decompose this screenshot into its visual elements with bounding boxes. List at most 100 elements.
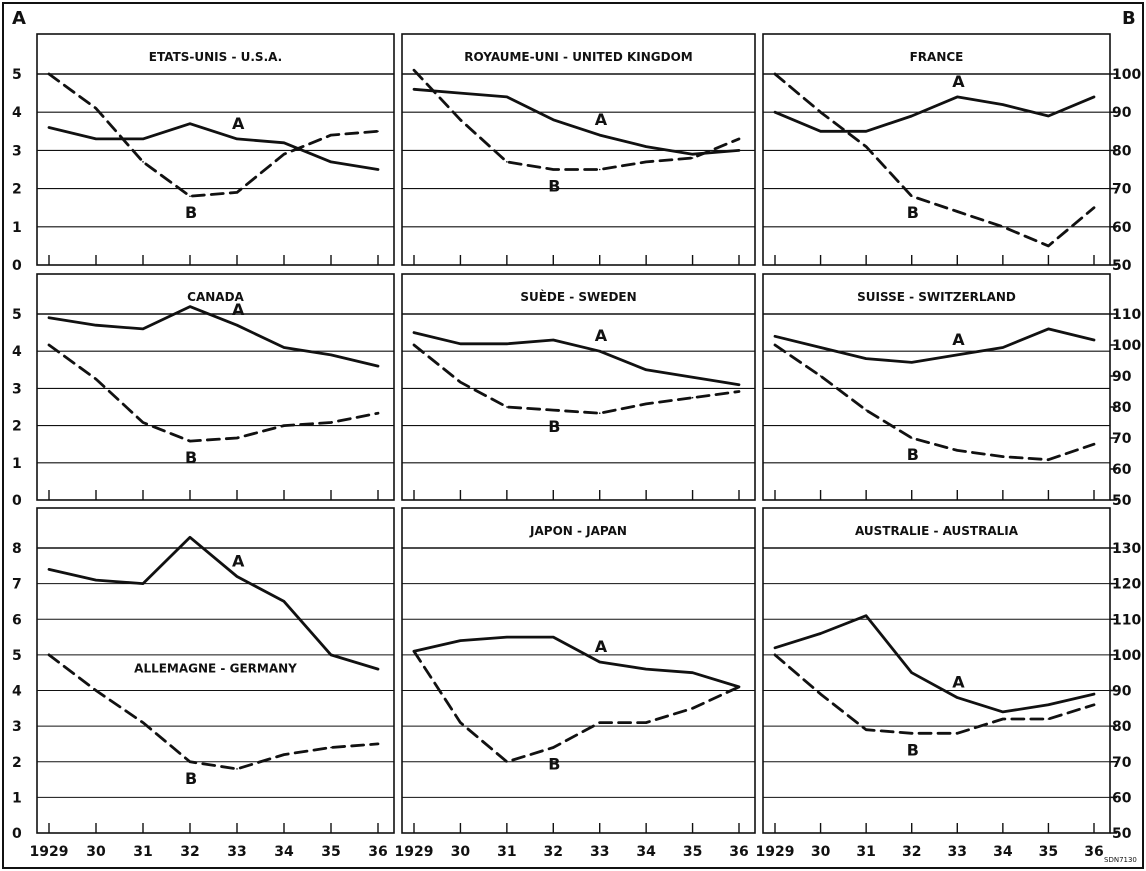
x-tick-label: 1929	[756, 844, 795, 860]
data-point	[506, 342, 508, 345]
data-point	[506, 96, 508, 98]
series-line-b	[47, 653, 380, 771]
right-tick-label: 50	[1112, 493, 1132, 509]
panel-title: SUÈDE - SWEDEN	[520, 289, 636, 304]
data-point	[506, 161, 508, 163]
document-code: SDN7130	[1104, 856, 1137, 864]
series-label: B	[907, 203, 919, 222]
chart-panel: FRANCE A B	[762, 33, 1111, 266]
x-tick-label: 35	[683, 844, 702, 860]
panel-title: CANADA	[187, 290, 244, 304]
left-tick-label: 2	[12, 755, 22, 771]
x-tick-label: 33	[590, 844, 609, 860]
right-tick-label: 70	[1112, 755, 1132, 771]
panel-title: ROYAUME-UNI - UNITED KINGDOM	[464, 50, 692, 64]
series-label: B	[907, 445, 919, 464]
right-tick-label: 110	[1112, 612, 1141, 628]
data-point	[48, 654, 50, 656]
data-point	[1047, 718, 1050, 720]
data-point	[910, 437, 913, 439]
data-point	[377, 668, 379, 670]
x-tick-label: 35	[1039, 844, 1058, 860]
data-point	[956, 696, 959, 699]
data-point	[48, 126, 50, 129]
series-line-a	[47, 122, 380, 171]
series-line-a	[773, 95, 1096, 133]
left-tick-label: 0	[12, 826, 22, 842]
panel-frame	[36, 33, 395, 266]
left-tick-label: 2	[12, 182, 22, 198]
series-line-b	[412, 68, 741, 171]
data-point	[1047, 245, 1050, 247]
x-tick-label: 32	[544, 844, 563, 860]
data-point	[645, 668, 647, 670]
series-label: B	[185, 448, 197, 467]
data-point	[691, 671, 694, 674]
data-point	[865, 728, 867, 731]
data-point	[330, 421, 332, 424]
chart-panel: AUSTRALIE - AUSTRALIA A B	[762, 507, 1111, 834]
data-point	[552, 339, 555, 341]
left-tick-label: 0	[12, 258, 22, 274]
data-point	[1002, 711, 1004, 713]
data-point	[377, 412, 379, 415]
data-point	[236, 138, 238, 140]
right-tick-label: 100	[1112, 67, 1141, 83]
data-point	[819, 693, 822, 695]
data-point	[910, 671, 913, 674]
panel-title: ETATS-UNIS - U.S.A.	[149, 50, 282, 64]
data-point	[819, 346, 822, 349]
data-point	[865, 130, 867, 133]
left-tick-label: 1	[12, 456, 22, 472]
left-tick-label: 6	[12, 612, 22, 628]
series-line-b	[47, 343, 380, 443]
data-point	[956, 449, 959, 452]
data-point	[1093, 339, 1095, 341]
data-point	[691, 157, 694, 159]
data-point	[598, 412, 601, 415]
series-line-a	[47, 305, 380, 368]
panel-title: SUISSE - SWITZERLAND	[857, 290, 1016, 304]
right-tick-label: 70	[1112, 431, 1132, 447]
data-point	[1047, 703, 1050, 706]
data-point	[413, 88, 415, 91]
series-label: A	[232, 300, 245, 319]
right-tick-label: 80	[1112, 719, 1132, 735]
data-point	[377, 168, 379, 171]
data-point	[691, 153, 694, 156]
data-point	[459, 119, 462, 121]
data-point	[377, 365, 379, 367]
right-tick-label: 60	[1112, 790, 1132, 806]
series-label: A	[952, 330, 965, 349]
chart-panel: ROYAUME-UNI - UNITED KINGDOM A B	[401, 33, 756, 266]
x-tick-label: 34	[274, 844, 294, 860]
panel-frame	[401, 507, 756, 834]
x-tick-label: 32	[902, 844, 921, 860]
data-point	[598, 661, 601, 663]
panel-title: FRANCE	[910, 50, 964, 64]
data-point	[413, 331, 415, 334]
left-tick-label: 3	[12, 719, 22, 735]
x-tick-label: 1929	[30, 844, 69, 860]
data-point	[865, 614, 867, 617]
panel-frame	[36, 273, 395, 501]
data-point	[598, 350, 601, 353]
data-point	[552, 168, 555, 171]
series-label: B	[548, 177, 560, 196]
right-tick-label: 80	[1112, 143, 1132, 159]
data-point	[738, 390, 740, 393]
data-point	[48, 568, 50, 571]
data-point	[459, 721, 462, 724]
data-point	[283, 753, 285, 756]
data-point	[459, 342, 462, 345]
data-point	[330, 134, 332, 136]
left-tick-label: 5	[12, 648, 22, 664]
right-tick-label: 90	[1112, 369, 1132, 385]
data-point	[142, 721, 144, 724]
right-tick-label: 110	[1112, 307, 1141, 323]
data-point	[1002, 346, 1004, 349]
series-line-a	[412, 331, 741, 387]
left-tick-label: 5	[12, 67, 22, 83]
data-point	[819, 111, 822, 113]
left-tick-label: 2	[12, 419, 22, 435]
